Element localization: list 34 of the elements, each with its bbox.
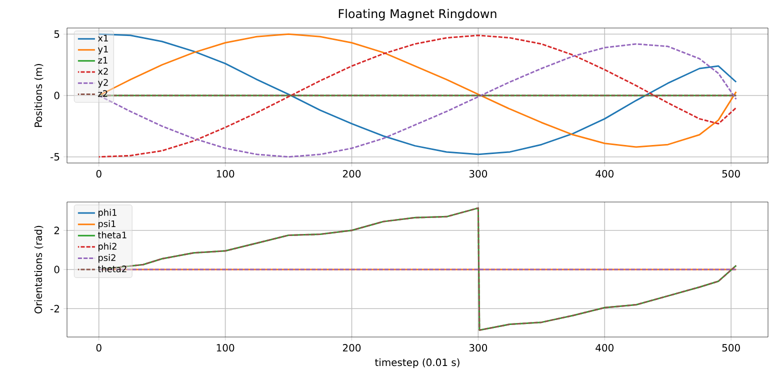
chart-title: Floating Magnet Ringdown [338,8,496,20]
legend-label: y1 [98,46,108,54]
x-tick-label: 200 [342,344,361,352]
x-tick-label: 300 [469,344,488,352]
legend-label: theta1 [98,231,126,238]
legend-label: x2 [98,68,108,75]
x-tick-label: 400 [596,170,614,178]
legend-label: phi2 [98,242,116,252]
y-tick-label: 0 [54,92,60,100]
legend-label: y2 [98,79,108,88]
x-tick-label: 0 [96,344,102,352]
y-tick-label: 2 [54,226,59,234]
y-tick-label: 5 [54,30,60,38]
legend-label: psi1 [98,220,116,229]
x-tick-label: 500 [722,170,740,178]
x-tick-label: 100 [216,170,234,178]
legend-label: z1 [98,56,108,64]
x-tick-label: 200 [342,170,361,178]
x-tick-label: 500 [722,344,740,352]
y-tick-label: -2 [50,304,59,312]
y-axis-title: Orientations (rad) [34,226,44,314]
y-axis-title: Positions (m) [34,64,44,127]
y-tick-label: 0 [54,266,60,274]
x-axis-title: timestep (0.01 s) [375,358,460,368]
legend-label: x1 [98,34,108,42]
legend-label: theta2 [98,265,126,272]
x-tick-label: 100 [216,344,234,352]
y-tick-label: -5 [50,153,60,161]
x-tick-label: 400 [596,344,614,352]
legend-label: phi1 [98,208,116,218]
legend-label: z2 [98,90,108,97]
legend-label: psi2 [98,254,116,263]
x-tick-label: 0 [96,170,102,178]
x-tick-label: 300 [469,170,488,178]
